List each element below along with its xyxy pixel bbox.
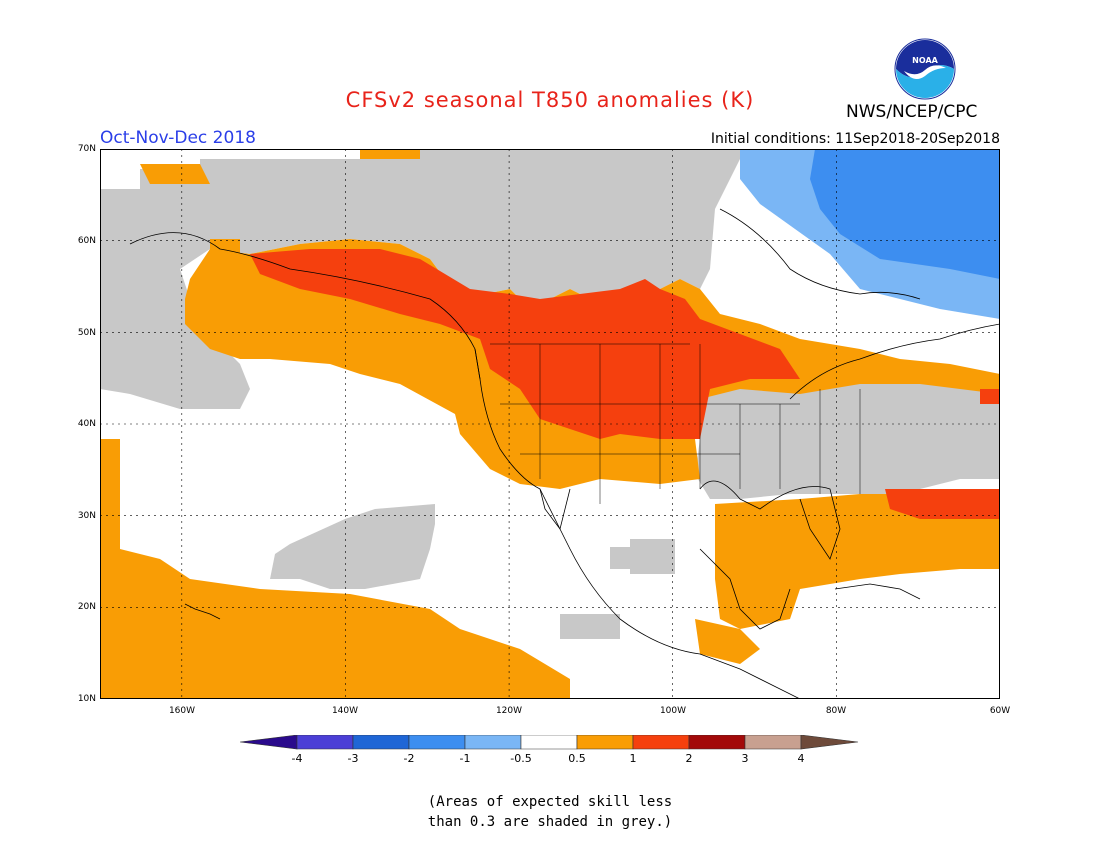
lat-label: 70N [77,144,96,154]
legend-label: -2 [403,752,415,765]
lat-label: 60N [77,236,96,246]
skill-note-line-2: than 0.3 are shaded in grey.) [427,814,673,830]
legend-label: -3 [347,752,359,765]
legend-swatch [520,735,578,750]
skill-note: (Areas of expected skill less than 0.3 a… [0,792,1100,832]
low-skill-regions [100,149,1000,639]
skill-note-line-1: (Areas of expected skill less [427,794,673,810]
color-legend [240,735,859,750]
initial-conditions-label: Initial conditions: 11Sep2018-20Sep2018 [710,131,1000,147]
agency-label: NWS/NCEP/CPC [846,102,978,122]
lat-label: 10N [77,694,96,704]
legend-swatch [688,735,746,750]
negative-anomaly-regions [740,149,1000,319]
lat-label: 50N [77,328,96,338]
legend-swatch [296,735,354,750]
lat-label: 40N [77,419,96,429]
coastlines [129,208,1000,699]
legend-swatch [576,735,634,750]
legend-swatch [408,735,466,750]
legend-swatch [464,735,522,750]
legend-swatch [800,735,859,750]
lon-label: 80W [825,706,847,716]
legend-label: -1 [459,752,471,765]
legend-label: -0.5 [510,752,532,765]
legend-label: -4 [291,752,303,765]
graticule [100,149,1000,699]
legend-label: 0.5 [568,752,586,765]
legend-swatch [744,735,802,750]
lat-label: 30N [77,511,96,521]
noaa-logo-icon: NOAA [894,38,956,100]
lon-label: 160W [168,706,196,716]
legend-label: 2 [685,752,693,765]
legend-swatch [352,735,410,750]
lon-label: 60W [989,706,1011,716]
legend-swatch [632,735,690,750]
anomaly-map [100,149,1000,699]
chart-title: CFSv2 seasonal T850 anomalies (K) [345,88,755,112]
legend-label: 1 [629,752,637,765]
season-label: Oct-Nov-Dec 2018 [100,128,256,148]
noaa-logo-text: NOAA [912,56,938,65]
lon-label: 100W [659,706,687,716]
legend-label: 4 [797,752,805,765]
legend-swatch [240,735,298,750]
lon-label: 120W [495,706,523,716]
legend-label: 3 [741,752,749,765]
lon-label: 140W [331,706,359,716]
lat-label: 20N [77,602,96,612]
